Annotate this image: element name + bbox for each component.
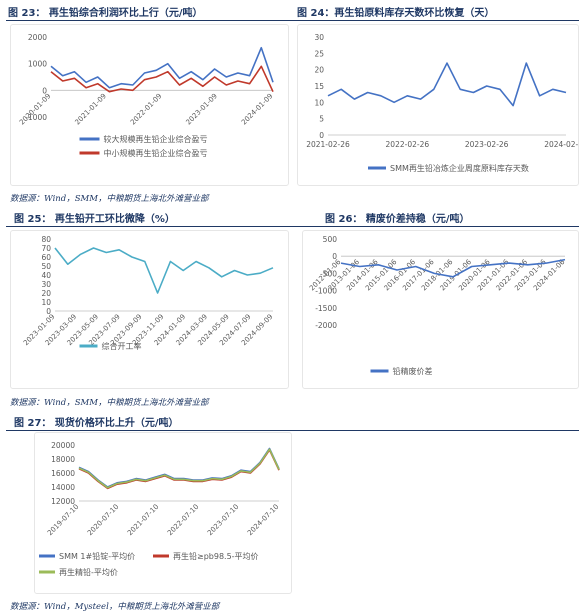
y-tick-label: 30	[314, 33, 324, 42]
source-note: 数据源：Wind，SMM，中粮期货上海北外滩营业部	[10, 398, 209, 408]
x-tick-label: 2022-02-26	[386, 140, 430, 149]
figure-25-title: 图 25： 再生铅开工环比微降（%）	[14, 214, 175, 225]
y-tick-label: 14000	[51, 483, 75, 492]
y-tick-label: -1000	[25, 113, 47, 122]
y-tick-label: 60	[41, 253, 51, 262]
y-tick-label: 80	[41, 235, 51, 244]
series-line	[54, 247, 274, 294]
x-tick-label: 2024-02-26	[544, 140, 578, 149]
y-tick-label: -1500	[315, 304, 337, 313]
y-tick-label: 10	[314, 98, 324, 107]
x-tick-label: 2023-01-09	[184, 92, 218, 126]
y-tick-label: 12000	[51, 497, 75, 506]
series-line	[78, 449, 280, 490]
y-tick-label: 0	[332, 252, 337, 261]
y-tick-label: 20	[41, 289, 51, 298]
title-rule	[6, 226, 579, 227]
series-line	[78, 448, 280, 489]
chart-panel-25: 80 70 60 50 40 30 20 10 0 2023-01-09 2023-03-09 202…	[10, 230, 289, 389]
legend-label: SMM 1#铅锭-平均价	[59, 551, 135, 561]
y-tick-label: 16000	[51, 469, 75, 478]
x-tick-label: 2019-07-10	[46, 503, 80, 537]
chart-25: 807060504030201002023-01-092023-03-09202…	[22, 235, 274, 351]
x-tick-label: 2020-07-10	[86, 503, 120, 537]
y-tick-label: -2000	[315, 321, 337, 330]
source-note: 数据源：Wind，SMM，中粮期货上海北外滩营业部	[10, 194, 209, 204]
source-note: 数据源：Wind，Mysteel，中粮期货上海北外滩营业部	[10, 602, 220, 612]
legend-label: 铅精废价差	[393, 366, 433, 376]
chart-panel-23: 2000 1000 0 -1000 2020-01-09 2021-01-09 2022-0…	[10, 24, 289, 186]
y-tick-label: 50	[41, 262, 51, 271]
y-tick-label: 0	[42, 86, 47, 95]
y-tick-label: 0	[46, 307, 51, 316]
series-line	[50, 65, 274, 93]
legend-label: 中小规模再生铅企业综合盈亏	[104, 148, 208, 158]
y-tick-label: 15	[314, 82, 324, 91]
y-tick-label: 500	[323, 235, 338, 244]
y-tick-label: 30	[41, 280, 51, 289]
series-line	[50, 46, 274, 89]
x-tick-label: 2021-01-09	[73, 92, 107, 126]
y-tick-label: 40	[41, 271, 51, 280]
x-tick-label: 2023-02-26	[465, 140, 509, 149]
legend-label: 较大规模再生铅企业综合盈亏	[104, 134, 208, 144]
series-line	[78, 447, 280, 488]
chart-panel-27: 20000 18000 16000 14000 12000 2019-07-10 2020-…	[34, 432, 292, 594]
x-tick-label: 2022-07-10	[166, 503, 200, 537]
x-tick-label: 2024-01-09	[240, 92, 274, 126]
y-tick-label: 5	[319, 115, 324, 124]
title-rule	[6, 20, 579, 21]
legend-label: 再生铅≥pb98.5-平均价	[173, 551, 259, 561]
figure-23-title: 图 23： 再生铅综合利润环比上行（元/吨）	[8, 8, 203, 19]
figure-27-title: 图 27： 现货价格环比上升（元/吨）	[14, 418, 179, 429]
y-tick-label: 2000	[28, 33, 47, 42]
y-tick-label: 20	[314, 66, 324, 75]
series-line	[327, 62, 567, 107]
figure-24-title: 图 24：再生铅原料库存天数环比恢复（天）	[297, 8, 495, 19]
y-tick-label: -1000	[315, 287, 337, 296]
y-tick-label: 20000	[51, 441, 75, 450]
y-tick-label: 25	[314, 49, 324, 58]
legend-label: SMM再生铅冶炼企业周度原料库存天数	[390, 163, 529, 173]
legend-label: 综合开工率	[102, 341, 142, 351]
y-tick-label: 18000	[51, 455, 75, 464]
legend-label: 再生精铅-平均价	[59, 567, 118, 577]
figure-26-title: 图 26： 精废价差持稳（元/吨）	[325, 214, 470, 225]
x-tick-label: 2021-07-10	[126, 503, 160, 537]
x-tick-label: 2021-02-26	[306, 140, 350, 149]
chart-26: 5000-500-1000-1500-20002012-01-062013-01…	[308, 235, 567, 376]
y-tick-label: 1000	[28, 60, 47, 69]
y-tick-label: 70	[41, 244, 51, 253]
y-tick-label: -500	[320, 269, 337, 278]
chart-panel-24: 30 25 20 15 10 5 0 2021-02-26 2022-02-26 2023-02-…	[297, 24, 579, 186]
y-tick-label: 10	[41, 298, 51, 307]
series-line	[340, 258, 566, 278]
chart-panel-26: 500 0 -500 -1000 -1500 -2000 2012-01-06 2013-01…	[302, 230, 579, 389]
x-tick-label: 2024-07-10	[246, 503, 280, 537]
y-tick-label: 0	[319, 131, 324, 140]
x-tick-label: 2022-01-09	[129, 92, 163, 126]
title-rule	[6, 430, 579, 431]
x-tick-label: 2023-07-10	[206, 503, 240, 537]
